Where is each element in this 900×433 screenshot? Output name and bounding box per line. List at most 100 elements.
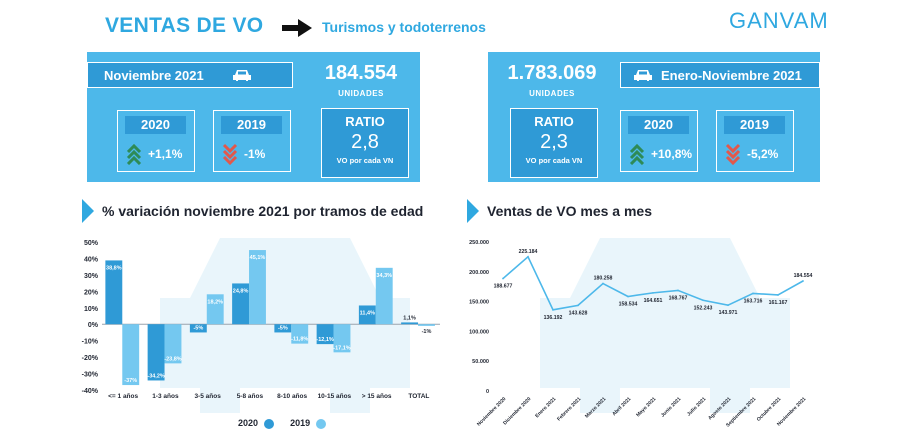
y-tick-label: -40% [82, 388, 99, 395]
x-tick-label: 3-5 años [194, 393, 221, 400]
ytd-total: 1.783.069 [507, 62, 597, 84]
year-label: 2020 [628, 116, 689, 134]
sales-point [627, 295, 629, 298]
point-data-label: 168.767 [669, 295, 688, 301]
point-data-label: 164.651 [644, 298, 663, 304]
x-tick-label: > 15 años [362, 393, 392, 400]
point-data-label: 158.534 [619, 302, 638, 308]
sales-point [502, 277, 504, 280]
point-data-label: 184.554 [794, 273, 813, 279]
bar-2019 [164, 324, 182, 364]
sales-point [527, 255, 529, 258]
x-tick-label: Agosto 2021 [707, 396, 732, 421]
x-tick-label: Marzo 2021 [584, 396, 607, 419]
sales-point [552, 308, 554, 311]
change-vs-2020: 2020 +10,8% [620, 110, 698, 172]
bar-2019 [206, 294, 224, 325]
x-tick-label: TOTAL [408, 393, 429, 400]
bar-chart-title: % variación noviembre 2021 por tramos de… [102, 203, 424, 219]
sales-point [602, 282, 604, 285]
y-tick-label: 150.000 [469, 300, 489, 306]
y-tick-label: 50% [84, 240, 99, 247]
bar-2019 [291, 324, 309, 344]
period-label: Enero-Noviembre 2021 [661, 67, 802, 83]
bar-2020 [232, 283, 250, 325]
change-vs-2019: 2019 -1% [213, 110, 291, 172]
trend-down-icon [222, 143, 238, 165]
bar-data-label: -12,1% [316, 337, 334, 343]
units-label: UNIDADES [338, 89, 384, 98]
monthly-sales-line-chart: 250.000 200.000 150.000 100.000 50.000 0 188.6… [469, 240, 813, 429]
x-tick-label: Abril 2021 [611, 396, 632, 417]
bar-2020 [189, 324, 207, 333]
point-data-label: 143.628 [569, 310, 588, 316]
sales-point [727, 304, 729, 307]
x-tick-label: Febrero 2021 [556, 396, 582, 422]
period-label: Noviembre 2021 [104, 67, 204, 83]
bar-2020 [401, 322, 419, 325]
y-tick-label: 100.000 [469, 329, 489, 335]
y-tick-label: 0% [88, 322, 99, 329]
monthly-total: 184.554 [324, 62, 398, 84]
ratio-value: 2,8 [351, 131, 379, 153]
bar-data-label: 34,3% [376, 273, 392, 279]
ratio-sub: VO por cada VN [336, 156, 394, 165]
point-data-label: 136.192 [544, 315, 563, 321]
bar-data-label: -11,8% [291, 337, 308, 343]
year-label: 2020 [125, 116, 186, 134]
bar-2019 [418, 324, 435, 326]
x-tick-label: <= 1 años [108, 393, 138, 400]
bar-2020 [147, 324, 165, 381]
x-tick-label: Octubre 2021 [756, 396, 783, 423]
bar-2020 [274, 324, 292, 333]
trend-up-icon [126, 143, 142, 165]
ytd-summary-panel: 1.783.069 UNIDADES Enero-Noviembre 2021 … [488, 52, 820, 182]
section-marker-icon [82, 199, 94, 223]
y-tick-label: 40% [84, 256, 99, 263]
page-subtitle: Turismos y todoterrenos [322, 19, 486, 35]
x-tick-label: 10-15 años [318, 393, 352, 400]
point-data-label: 143.971 [719, 310, 738, 316]
bar-data-label: 1,1% [403, 315, 416, 321]
x-tick-label: Junio 2021 [660, 396, 683, 419]
y-tick-label: 20% [84, 289, 99, 296]
ratio-sub: VO por cada VN [525, 156, 583, 165]
y-tick-label: 200.000 [469, 270, 489, 276]
bar-data-label: -1% [422, 329, 432, 335]
point-data-label: 152.243 [694, 305, 713, 311]
y-tick-label: 0 [486, 389, 489, 395]
brand-logo: GANVAM [729, 8, 829, 33]
sales-point [702, 299, 704, 302]
bar-data-label: -17,1% [333, 345, 351, 351]
bar-2019 [122, 324, 140, 386]
bar-data-label: -5% [193, 325, 203, 331]
car-icon [232, 70, 251, 81]
line-chart-title: Ventas de VO mes a mes [487, 203, 652, 219]
change-value: -1% [244, 147, 266, 161]
sales-point [802, 280, 804, 282]
bar-data-label: -23,8% [164, 356, 182, 362]
trend-up-icon [629, 143, 645, 165]
y-tick-label: -30% [82, 372, 99, 379]
bar-2019 [333, 324, 351, 353]
y-tick-label: 30% [84, 273, 99, 280]
point-data-label: 163.716 [744, 298, 763, 304]
section-marker-icon [467, 199, 479, 223]
legend-label-2019: 2019 [290, 418, 311, 428]
x-tick-label: Enero 2021 [534, 396, 557, 419]
change-vs-2019: 2019 -5,2% [716, 110, 794, 172]
y-tick-label: -10% [82, 339, 99, 346]
ratio-label: RATIO [534, 114, 574, 129]
x-tick-label: Mayo 2021 [635, 396, 657, 418]
sales-point [652, 291, 654, 294]
y-tick-label: 250.000 [469, 240, 489, 246]
bar-2020 [316, 324, 334, 345]
car-icon [634, 70, 652, 81]
arrow-right-icon [282, 19, 312, 37]
sales-point [577, 304, 579, 307]
car-silhouette-icon [540, 238, 790, 413]
point-data-label: 180.258 [594, 276, 613, 282]
change-value: +10,8% [651, 147, 693, 161]
bar-data-label: 18,2% [207, 299, 223, 305]
ratio-box: RATIO 2,8 VO por cada VN [321, 108, 409, 178]
